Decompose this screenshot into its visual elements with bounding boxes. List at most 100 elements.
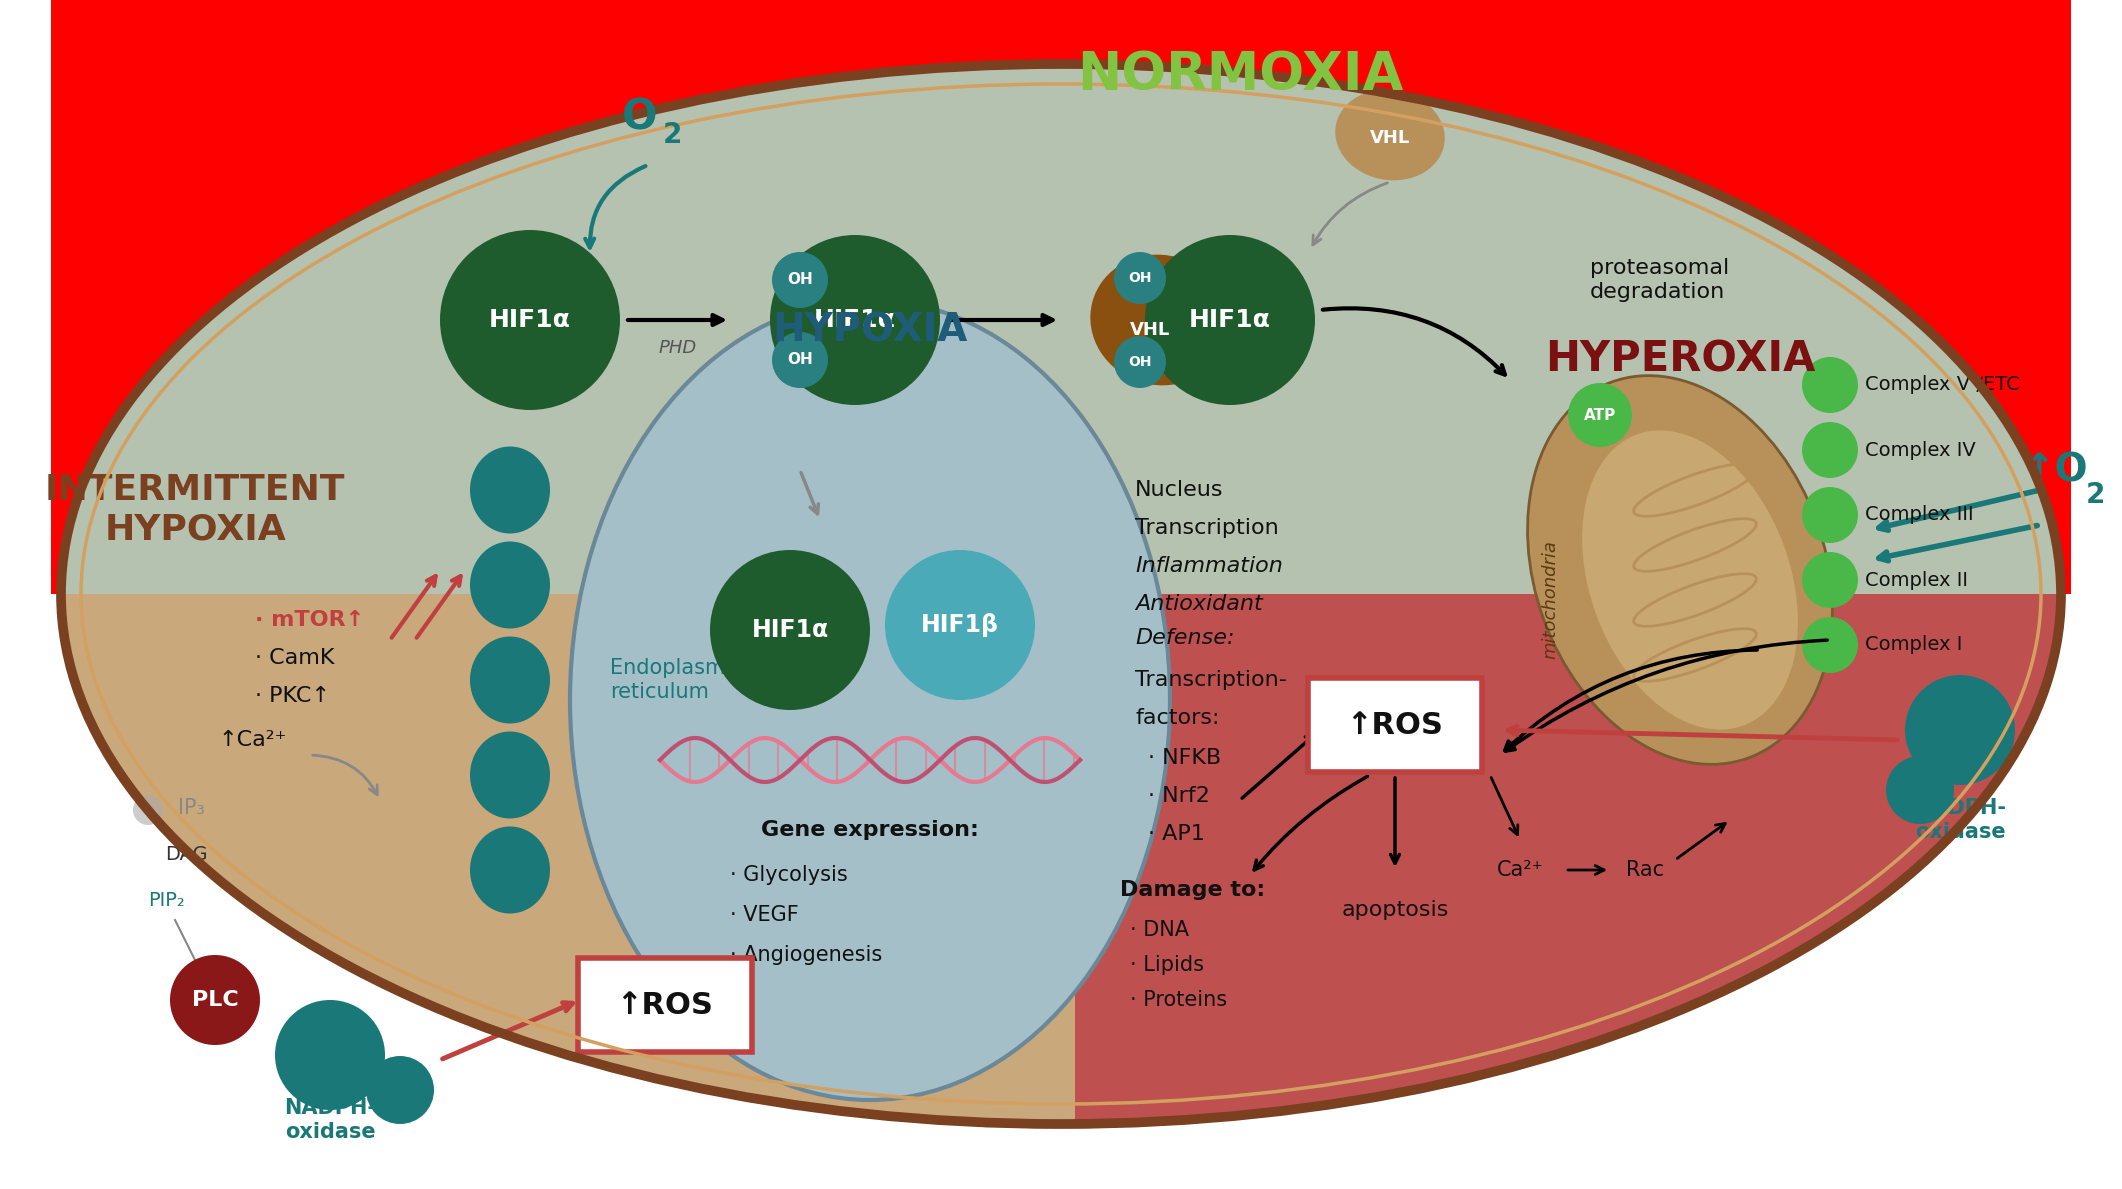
Text: · Glycolysis: · Glycolysis <box>730 866 849 885</box>
Circle shape <box>1114 252 1165 304</box>
Text: OH: OH <box>787 272 813 288</box>
Ellipse shape <box>62 64 2060 1124</box>
Circle shape <box>365 1056 435 1124</box>
Text: HIF1α: HIF1α <box>488 308 571 332</box>
Text: ↑Ca²⁺: ↑Ca²⁺ <box>219 730 286 750</box>
Text: HIF1α: HIF1α <box>751 618 828 642</box>
Text: PLC: PLC <box>191 990 238 1009</box>
Text: OH: OH <box>787 352 813 367</box>
Text: IP₃: IP₃ <box>178 798 204 818</box>
Circle shape <box>1146 235 1316 405</box>
Text: · CamK: · CamK <box>255 648 335 668</box>
Ellipse shape <box>571 300 1169 1100</box>
Text: Ca²⁺: Ca²⁺ <box>1496 860 1543 880</box>
FancyBboxPatch shape <box>577 958 751 1052</box>
Circle shape <box>1906 675 2016 785</box>
Text: · PKC↑: · PKC↑ <box>255 686 331 706</box>
Circle shape <box>711 551 870 710</box>
Ellipse shape <box>1091 254 1229 385</box>
Circle shape <box>1886 756 1954 824</box>
Text: HYPOXIA: HYPOXIA <box>772 312 968 350</box>
Text: Defense:: Defense: <box>1135 628 1235 648</box>
Text: HIF1α: HIF1α <box>1188 308 1271 332</box>
Ellipse shape <box>469 826 550 913</box>
Bar <box>1076 594 2122 1189</box>
Text: HIF1β: HIF1β <box>921 614 999 637</box>
Text: Transcription-: Transcription- <box>1135 669 1286 690</box>
Text: 2: 2 <box>662 121 681 149</box>
Circle shape <box>170 955 261 1045</box>
Text: · Proteins: · Proteins <box>1131 990 1227 1009</box>
Bar <box>1076 594 2122 1174</box>
Text: Transcription: Transcription <box>1135 518 1280 537</box>
Text: Complex I: Complex I <box>1865 635 1963 654</box>
Ellipse shape <box>469 541 550 629</box>
Text: · mTOR↑: · mTOR↑ <box>255 610 365 630</box>
Circle shape <box>1568 383 1632 447</box>
Ellipse shape <box>62 64 2060 1124</box>
Text: OH: OH <box>1129 271 1152 285</box>
Ellipse shape <box>1335 89 1445 181</box>
Circle shape <box>1802 552 1859 608</box>
Text: · VEGF: · VEGF <box>730 905 798 925</box>
Text: factors:: factors: <box>1135 707 1220 728</box>
Bar <box>51 0 2071 594</box>
Text: Gene expression:: Gene expression: <box>762 820 978 839</box>
Text: Endoplasmic
reticulum: Endoplasmic reticulum <box>609 659 743 702</box>
Text: INTERMITTENT
HYPOXIA: INTERMITTENT HYPOXIA <box>45 473 346 547</box>
Text: VHL: VHL <box>1129 321 1169 339</box>
Ellipse shape <box>1583 430 1797 730</box>
Text: ↑ROS: ↑ROS <box>1347 711 1443 740</box>
Text: Complex III: Complex III <box>1865 505 1973 524</box>
Text: Complex V /ETC: Complex V /ETC <box>1865 376 2020 395</box>
Text: HIF1α: HIF1α <box>815 308 895 332</box>
Text: VHL: VHL <box>1371 128 1411 147</box>
Circle shape <box>1802 357 1859 413</box>
Text: PIP₂: PIP₂ <box>149 891 185 910</box>
Text: · Lipids: · Lipids <box>1131 955 1203 975</box>
Circle shape <box>770 235 940 405</box>
Text: HYPEROXIA: HYPEROXIA <box>1545 339 1814 380</box>
Text: · Nrf2: · Nrf2 <box>1148 786 1210 806</box>
Circle shape <box>1802 487 1859 543</box>
Circle shape <box>772 252 828 308</box>
Text: NADPH-
oxidase: NADPH- oxidase <box>284 1099 376 1141</box>
Text: ↑ROS: ↑ROS <box>618 990 713 1019</box>
Ellipse shape <box>1528 376 1833 765</box>
Text: Inflammation: Inflammation <box>1135 556 1284 575</box>
Text: NORMOXIA: NORMOXIA <box>1076 49 1403 101</box>
Text: · AP1: · AP1 <box>1148 824 1205 844</box>
Ellipse shape <box>469 636 550 723</box>
Text: OH: OH <box>1129 356 1152 369</box>
Circle shape <box>134 795 163 825</box>
Text: · Angiogenesis: · Angiogenesis <box>730 945 883 965</box>
Text: Damage to:: Damage to: <box>1120 880 1265 900</box>
Text: apoptosis: apoptosis <box>1341 900 1449 920</box>
Circle shape <box>1114 336 1165 388</box>
Text: DAG: DAG <box>166 845 208 864</box>
Text: Complex II: Complex II <box>1865 571 1967 590</box>
Circle shape <box>439 229 620 410</box>
Circle shape <box>276 1000 384 1111</box>
Ellipse shape <box>469 731 550 818</box>
Text: · DNA: · DNA <box>1131 920 1188 940</box>
Text: mitochondria: mitochondria <box>1541 541 1560 660</box>
Text: proteasomal
degradation: proteasomal degradation <box>1589 258 1729 302</box>
Text: Nucleus: Nucleus <box>1135 480 1224 501</box>
Text: ↑O: ↑O <box>2022 451 2088 489</box>
Text: O: O <box>622 97 658 139</box>
Text: · NFKB: · NFKB <box>1148 748 1222 768</box>
Circle shape <box>1802 617 1859 673</box>
Text: Antioxidant: Antioxidant <box>1135 594 1263 614</box>
Text: PHD: PHD <box>658 339 698 357</box>
Text: NADPH-
oxidase: NADPH- oxidase <box>1914 798 2005 842</box>
Circle shape <box>885 551 1036 700</box>
Circle shape <box>772 332 828 388</box>
Text: Rac: Rac <box>1625 860 1664 880</box>
Text: Complex IV: Complex IV <box>1865 440 1976 459</box>
Ellipse shape <box>469 447 550 534</box>
Ellipse shape <box>62 64 2060 1124</box>
Text: ATP: ATP <box>1583 408 1617 422</box>
Circle shape <box>1802 422 1859 478</box>
FancyBboxPatch shape <box>1307 678 1481 772</box>
